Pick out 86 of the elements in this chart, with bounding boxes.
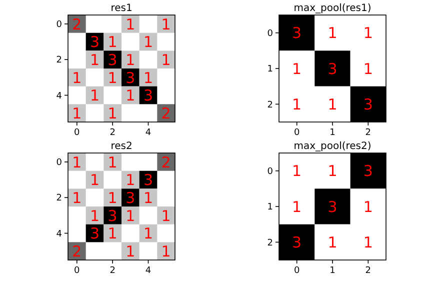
data-label: 1: [363, 24, 373, 42]
data-label: 1: [126, 50, 136, 69]
x-tick-label: 2: [365, 128, 372, 138]
y-tick-label: 2: [56, 194, 62, 204]
data-label: 3: [143, 171, 154, 190]
data-label: 1: [126, 171, 136, 190]
data-label: 3: [126, 188, 136, 207]
y-tick-label: 2: [56, 56, 62, 66]
x-tick-label: 4: [145, 128, 152, 138]
y-tick-label: 0: [56, 158, 62, 168]
y-tick-label: 1: [267, 202, 273, 213]
data-label: 3: [126, 68, 136, 87]
chart-title: res2: [110, 141, 132, 152]
x-tick-label: 0: [74, 128, 80, 138]
data-label: 1: [90, 86, 100, 105]
data-label: 1: [292, 96, 302, 114]
data-label: 1: [90, 50, 100, 69]
data-label: 3: [363, 162, 373, 180]
data-label: 1: [161, 242, 171, 260]
data-label: 1: [363, 198, 373, 216]
data-label: 1: [72, 104, 82, 122]
data-label: 1: [143, 33, 154, 52]
data-label: 1: [161, 206, 171, 225]
data-label: 1: [126, 86, 136, 105]
x-tick-label: 2: [110, 266, 116, 276]
data-label: 1: [108, 33, 118, 52]
x-tick-label: 4: [145, 266, 152, 276]
data-label: 1: [72, 188, 82, 207]
data-label: 1: [108, 68, 118, 87]
data-label: 3: [363, 96, 373, 114]
data-label: 1: [363, 234, 373, 252]
data-label: 2: [72, 15, 82, 34]
y-tick-label: 0: [56, 20, 62, 30]
data-label: 1: [161, 15, 171, 34]
data-label: 1: [363, 60, 373, 78]
data-label: 2: [161, 153, 171, 172]
data-label: 1: [108, 104, 118, 122]
x-tick-label: 2: [110, 128, 116, 138]
data-label: 1: [292, 198, 302, 216]
data-label: 1: [90, 171, 100, 190]
y-tick-label: 1: [267, 64, 273, 75]
data-label: 1: [126, 15, 136, 34]
y-tick-label: 2: [267, 238, 273, 248]
y-tick-label: 0: [267, 28, 274, 39]
y-tick-label: 2: [267, 100, 273, 110]
data-label: 1: [72, 68, 82, 87]
x-tick-label: 0: [294, 266, 300, 276]
data-label: 1: [292, 60, 302, 78]
data-label: 1: [328, 24, 338, 42]
data-label: 2: [72, 242, 82, 260]
x-tick-label: 1: [330, 266, 336, 276]
data-label: 1: [126, 242, 136, 260]
chart-title: res1: [110, 3, 132, 14]
data-label: 3: [328, 60, 338, 78]
data-label: 1: [328, 162, 338, 180]
data-label: 2: [161, 104, 171, 122]
data-label: 1: [292, 162, 302, 180]
data-label: 3: [90, 224, 100, 243]
y-tick-label: 0: [267, 166, 274, 177]
data-label: 3: [328, 198, 338, 216]
data-label: 3: [292, 234, 302, 252]
data-label: 3: [108, 206, 118, 225]
x-tick-label: 0: [294, 128, 300, 138]
x-tick-label: 1: [330, 128, 336, 138]
data-label: 1: [143, 224, 154, 243]
data-label: 3: [292, 24, 302, 42]
data-label: 1: [143, 68, 154, 87]
data-label: 1: [328, 234, 338, 252]
data-label: 1: [72, 153, 82, 172]
data-label: 1: [143, 188, 154, 207]
data-label: 1: [126, 206, 136, 225]
data-label: 1: [108, 224, 118, 243]
data-label: 1: [328, 96, 338, 114]
y-tick-label: 4: [56, 91, 62, 102]
x-tick-label: 2: [365, 266, 372, 276]
data-label: 1: [161, 50, 171, 69]
y-tick-label: 4: [56, 229, 62, 240]
data-label: 1: [108, 153, 118, 172]
data-label: 3: [143, 86, 154, 105]
chart-title: max_pool(res2): [294, 141, 372, 152]
chart-title: max_pool(res1): [294, 3, 372, 14]
data-label: 1: [90, 206, 100, 225]
data-label: 3: [90, 33, 100, 52]
data-label: 3: [108, 50, 118, 69]
x-tick-label: 0: [74, 266, 80, 276]
data-label: 1: [108, 188, 118, 207]
